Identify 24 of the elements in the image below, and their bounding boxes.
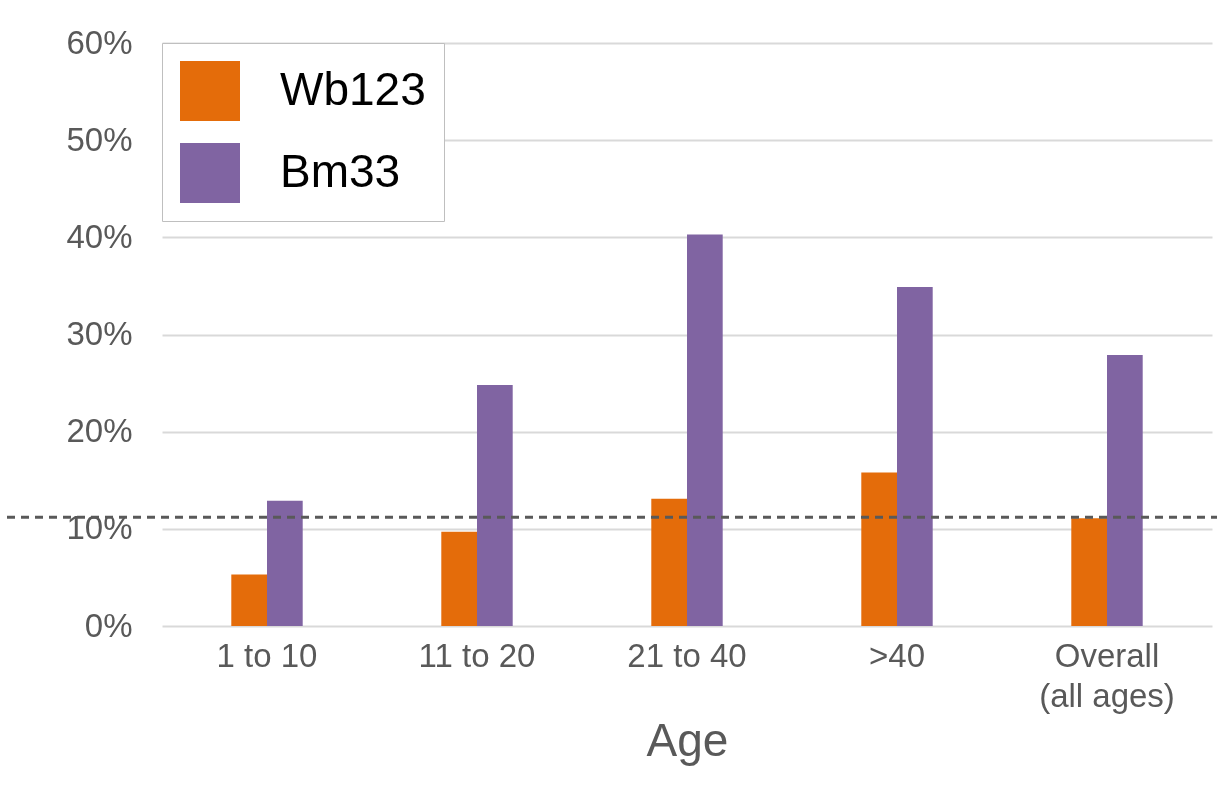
- bar: [1071, 518, 1107, 626]
- bar: [267, 500, 303, 626]
- y-tick-label: 60%: [66, 23, 133, 61]
- y-tick-label: 0%: [84, 606, 133, 644]
- y-tick-label: 30%: [66, 315, 133, 352]
- x-tick-label: 21 to 40: [627, 636, 747, 674]
- x-axis-title: Age: [646, 713, 729, 766]
- bar: [477, 385, 513, 626]
- bar: [861, 472, 897, 626]
- bar: [651, 498, 687, 626]
- legend-label: Bm33: [280, 145, 401, 197]
- x-tick-label: 1 to 10: [216, 636, 318, 674]
- bar: [441, 531, 477, 626]
- x-tick-label: >40: [869, 636, 925, 674]
- bar: [231, 574, 267, 626]
- legend-label: Wb123: [280, 63, 426, 115]
- bar: [687, 234, 723, 626]
- y-tick-label: 40%: [66, 217, 133, 255]
- y-tick-label: 50%: [66, 120, 133, 158]
- x-tick-label: Overall (all ages): [1039, 636, 1175, 714]
- y-tick-label: 20%: [66, 412, 133, 450]
- x-tick-label: 11 to 20: [418, 636, 536, 674]
- bar: [897, 286, 933, 626]
- bar: [1107, 354, 1143, 626]
